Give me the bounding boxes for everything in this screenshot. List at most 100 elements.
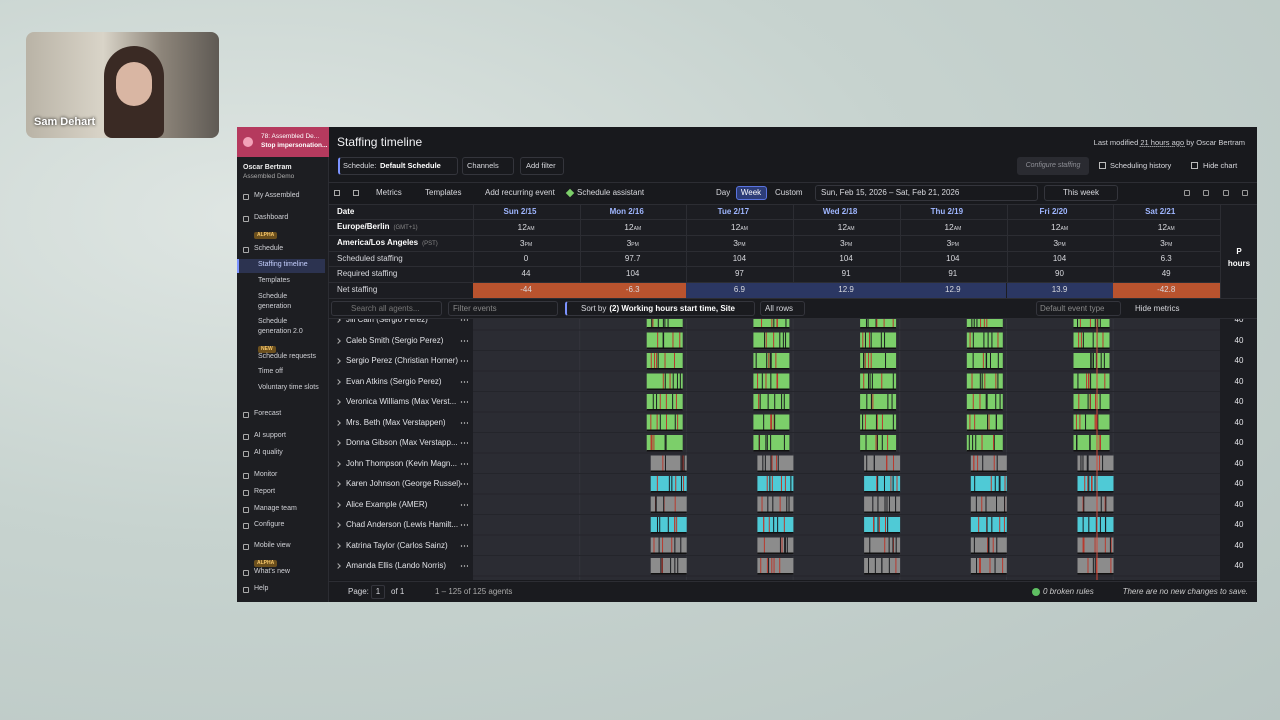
nav-item[interactable]: Schedule generation 2.0 NEW: [258, 317, 322, 355]
nav-item[interactable]: My Assembled: [254, 191, 320, 201]
shift-block: [864, 476, 901, 492]
row-menu[interactable]: [460, 442, 468, 444]
nav-item[interactable]: Monitor: [254, 470, 320, 480]
expand-chevron[interactable]: [335, 563, 341, 569]
row-menu[interactable]: [460, 544, 468, 547]
rows-box[interactable]: [760, 301, 805, 316]
day-header[interactable]: Mon 2/16: [609, 207, 644, 216]
row-menu[interactable]: [460, 462, 468, 465]
view-active: [736, 186, 767, 200]
expand-chevron[interactable]: [335, 358, 341, 364]
row-menu[interactable]: [460, 339, 468, 342]
event-type[interactable]: [1036, 301, 1121, 316]
nav-item[interactable]: Dashboard ALPHA: [254, 213, 320, 241]
nav-item[interactable]: Time off: [258, 367, 322, 377]
nav-badge: NEW: [258, 346, 276, 353]
row-menu[interactable]: [460, 483, 468, 485]
expand-chevron[interactable]: [335, 399, 341, 405]
agent-name[interactable]: Donna Gibson (Max Verstapp...: [346, 438, 458, 447]
nav-item[interactable]: AI quality: [254, 448, 320, 458]
day-header[interactable]: Sun 2/15: [503, 207, 537, 216]
nav-item[interactable]: Schedule: [254, 244, 320, 254]
agent-name[interactable]: Veronica Williams (Max Verst...: [346, 397, 457, 406]
expand-chevron[interactable]: [335, 440, 341, 446]
shift-segment: [683, 455, 685, 472]
nav-item[interactable]: Schedule requests: [258, 352, 322, 362]
assistant-btn[interactable]: Schedule assistant: [577, 188, 645, 197]
nav-item[interactable]: Schedule generation: [258, 292, 322, 312]
row-menu[interactable]: [460, 421, 468, 424]
channels-btn[interactable]: [462, 157, 514, 175]
agent-name[interactable]: John Thompson (Kevin Magn...: [346, 458, 458, 468]
nav-item[interactable]: Manage team: [254, 504, 320, 514]
row-menu[interactable]: [460, 503, 468, 506]
day-header[interactable]: Tue 2/17: [717, 207, 750, 216]
date-range[interactable]: [815, 185, 1038, 201]
agent-name[interactable]: Katrina Taylor (Carlos Sainz): [346, 540, 448, 550]
row-menu[interactable]: [460, 524, 468, 526]
view-option[interactable]: Day: [716, 188, 731, 197]
schedule-select[interactable]: [338, 157, 458, 175]
agent-name[interactable]: Alice Example (AMER): [346, 499, 428, 509]
nav-item[interactable]: Mobile view ALPHA: [254, 541, 320, 569]
toolbar-icon[interactable]: [1223, 190, 1229, 196]
expand-chevron[interactable]: [335, 460, 341, 467]
sort-box[interactable]: [565, 301, 755, 316]
expand-chevron[interactable]: [335, 378, 341, 385]
day-header[interactable]: Sat 2/21: [1145, 207, 1176, 216]
agent-name[interactable]: Amanda Ellis (Lando Norris): [346, 561, 447, 570]
nav-item[interactable]: AI support: [254, 431, 320, 441]
agent-hours: 40: [1234, 520, 1244, 529]
row-menu[interactable]: [460, 380, 468, 383]
toolbar-icon[interactable]: [1184, 190, 1190, 196]
expand-chevron[interactable]: [335, 337, 341, 344]
nav-item[interactable]: Forecast: [254, 409, 320, 419]
shift-segment: [770, 435, 772, 451]
agent-name[interactable]: Sergio Perez (Christian Horner): [346, 356, 459, 365]
hide-metrics-btn[interactable]: Hide metrics: [1135, 304, 1180, 313]
metrics-menu[interactable]: Metrics: [376, 188, 402, 197]
agent-name[interactable]: Evan Atkins (Sergio Perez): [346, 376, 442, 386]
agent-name[interactable]: Jill Cain (Sergio Perez): [346, 319, 428, 324]
agent-name[interactable]: Karen Johnson (George Russel): [346, 479, 461, 488]
nav-item[interactable]: Voluntary time slots: [258, 383, 322, 393]
day-header[interactable]: Fri 2/20: [1039, 207, 1068, 216]
row-menu[interactable]: [460, 319, 468, 321]
add-event-btn[interactable]: Add recurring event: [485, 188, 555, 197]
configure-btn[interactable]: [1017, 157, 1089, 175]
nav-item[interactable]: Staffing timeline: [258, 260, 322, 270]
expand-chevron[interactable]: [335, 542, 341, 549]
expand-chevron[interactable]: [335, 501, 341, 508]
nav-item[interactable]: Help: [254, 584, 320, 594]
nav-item[interactable]: Report: [254, 487, 320, 497]
add-filter-btn[interactable]: [520, 157, 564, 175]
toolbar-icon[interactable]: [1203, 190, 1209, 196]
view-option[interactable]: Week: [740, 188, 762, 197]
agent-name[interactable]: Chad Anderson (Lewis Hamilt...: [346, 520, 459, 529]
this-week[interactable]: [1044, 185, 1118, 201]
agent-name[interactable]: Mrs. Beth (Max Verstappen): [346, 417, 446, 427]
row-menu[interactable]: [460, 565, 468, 567]
filter-events[interactable]: [448, 301, 558, 316]
nav-item[interactable]: What's new: [254, 567, 320, 577]
row-menu[interactable]: [460, 360, 468, 362]
history-label[interactable]: Scheduling history: [1110, 161, 1172, 170]
row-menu[interactable]: [460, 401, 468, 403]
view-option[interactable]: Custom: [775, 188, 803, 197]
expand-chevron[interactable]: [335, 419, 341, 426]
hide-chart-label[interactable]: Hide chart: [1203, 161, 1238, 170]
shift-segment: [1102, 455, 1104, 472]
toolbar-icon[interactable]: [1242, 190, 1248, 196]
templates-menu[interactable]: Templates: [425, 188, 462, 197]
nav-item[interactable]: Configure: [254, 520, 320, 530]
expand-chevron[interactable]: [335, 481, 341, 487]
nav-item[interactable]: Templates: [258, 276, 322, 286]
day-header[interactable]: Thu 2/19: [930, 207, 964, 216]
filter-events-label: Filter events: [453, 304, 497, 313]
expand-chevron[interactable]: [335, 319, 341, 323]
expand-chevron[interactable]: [335, 522, 341, 528]
agent-name[interactable]: Caleb Smith (Sergio Perez): [346, 335, 444, 345]
page-input[interactable]: [371, 585, 385, 599]
search-box[interactable]: [331, 301, 442, 316]
day-header[interactable]: Wed 2/18: [822, 207, 858, 216]
